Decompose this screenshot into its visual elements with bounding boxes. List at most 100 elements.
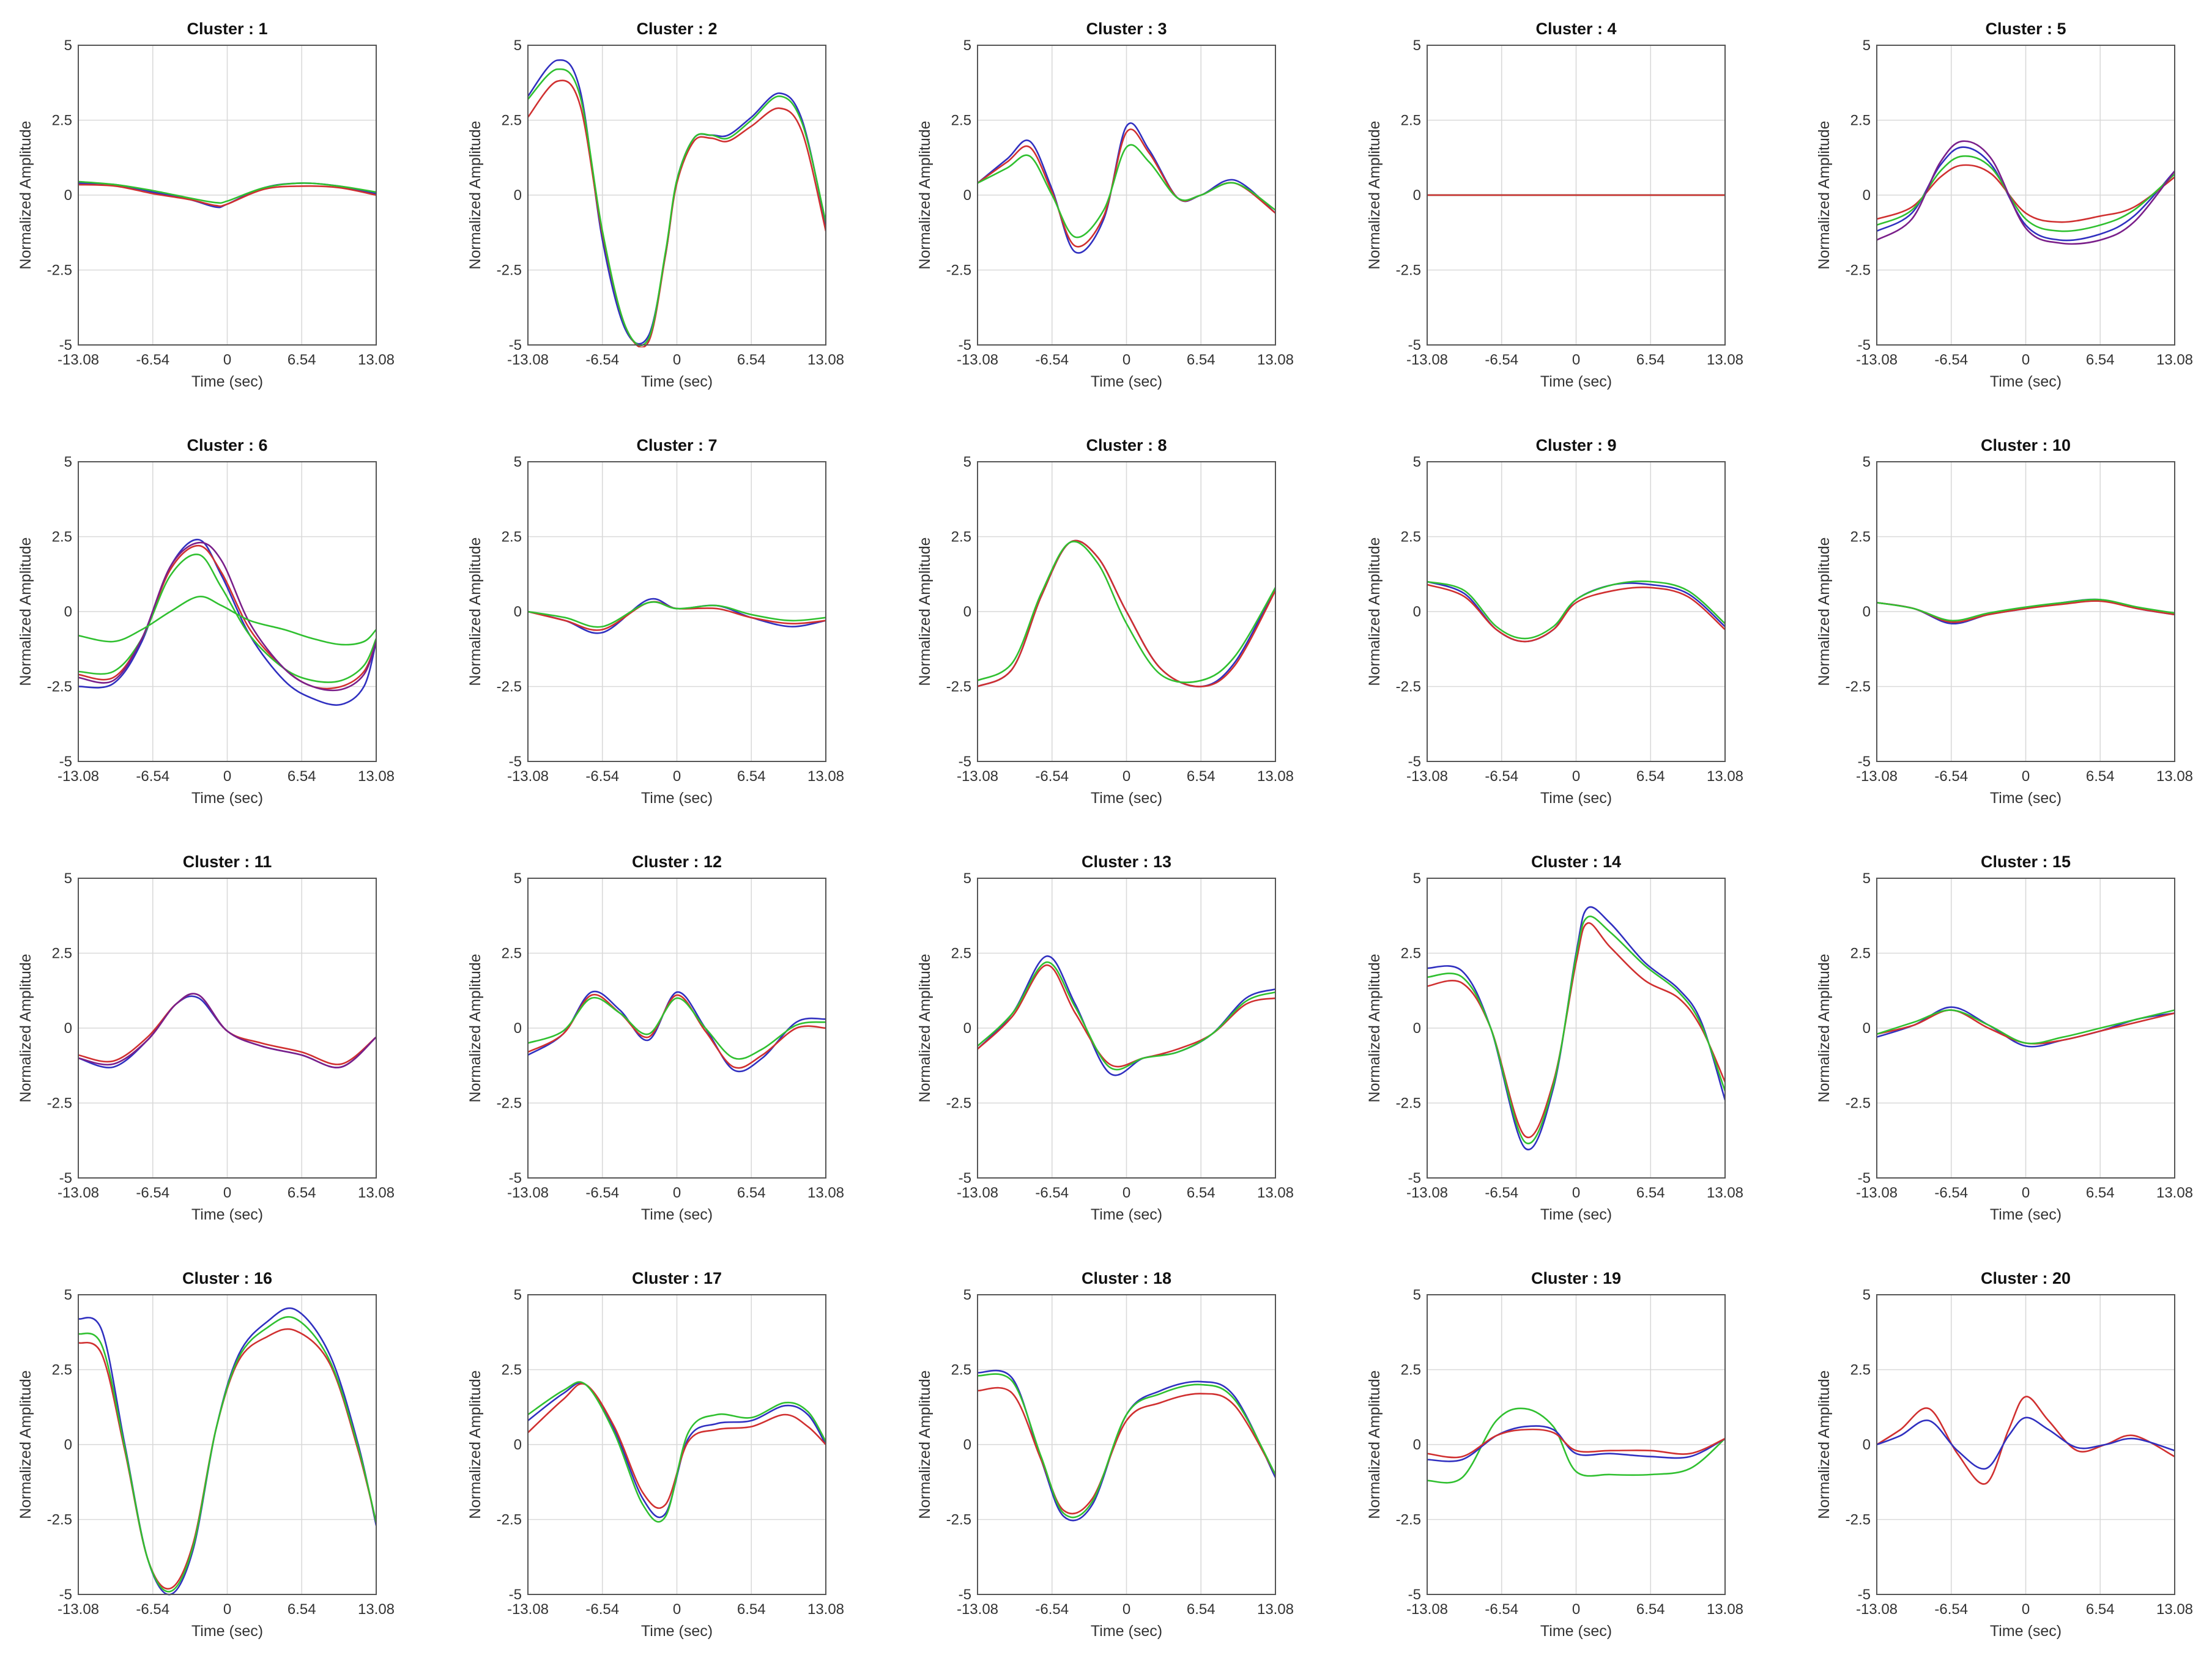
x-tick-label: -6.54 bbox=[1934, 1601, 1968, 1618]
x-tick-label: -6.54 bbox=[136, 1185, 169, 1201]
chart-title: Cluster : 1 bbox=[187, 20, 267, 38]
x-axis-label: Time (sec) bbox=[1990, 1623, 2062, 1640]
series-line-green bbox=[528, 68, 826, 347]
x-tick-label: 13.08 bbox=[1257, 1601, 1294, 1618]
y-axis-label: Normalized Amplitude bbox=[916, 1370, 933, 1519]
y-axis-label: Normalized Amplitude bbox=[1816, 537, 1833, 686]
chart-title: Cluster : 10 bbox=[1981, 436, 2071, 454]
series-line-green bbox=[528, 1381, 826, 1523]
y-tick-label: 5 bbox=[64, 1287, 72, 1303]
x-tick-label: -6.54 bbox=[1035, 768, 1069, 785]
x-tick-label: 0 bbox=[223, 1601, 231, 1618]
y-tick-label: 0 bbox=[963, 1437, 971, 1453]
y-tick-label: 5 bbox=[514, 454, 522, 470]
y-axis-label: Normalized Amplitude bbox=[916, 537, 933, 686]
x-tick-label: 0 bbox=[1572, 768, 1580, 785]
x-tick-label: 6.54 bbox=[288, 1185, 316, 1201]
y-axis-label: Normalized Amplitude bbox=[17, 953, 34, 1102]
x-axis-label: Time (sec) bbox=[1990, 373, 2062, 390]
x-tick-label: 6.54 bbox=[1187, 768, 1215, 785]
x-tick-label: 0 bbox=[223, 768, 231, 785]
y-tick-label: 2.5 bbox=[951, 946, 971, 962]
y-tick-label: -5 bbox=[59, 753, 72, 770]
y-tick-label: 2.5 bbox=[502, 946, 522, 962]
y-tick-label: 5 bbox=[64, 454, 72, 470]
y-tick-label: -2.5 bbox=[497, 1095, 522, 1112]
y-tick-label: -5 bbox=[959, 753, 971, 770]
series-line-green bbox=[1877, 1009, 2175, 1045]
cluster-panel-2: Cluster : 2 -13.08 -6.54 0 6.54 13.08 -5 -2.5 0 2… bbox=[450, 11, 899, 428]
x-tick-label: -13.08 bbox=[58, 1185, 99, 1201]
x-tick-label: -6.54 bbox=[1035, 352, 1069, 368]
series-line-red bbox=[1427, 583, 1725, 643]
x-tick-label: -6.54 bbox=[1035, 1185, 1069, 1201]
x-tick-label: 13.08 bbox=[1707, 768, 1743, 785]
x-tick-label: 0 bbox=[1123, 768, 1130, 785]
x-tick-label: 6.54 bbox=[2086, 768, 2115, 785]
x-tick-label: 13.08 bbox=[807, 1601, 844, 1618]
cluster-panel-20: Cluster : 20 -13.08 -6.54 0 6.54 13.08 -5 -2.5 0… bbox=[1798, 1261, 2212, 1677]
y-tick-label: 2.5 bbox=[1401, 113, 1421, 129]
y-tick-label: 0 bbox=[1863, 187, 1871, 204]
y-tick-label: -2.5 bbox=[1846, 1095, 1871, 1112]
x-tick-label: -6.54 bbox=[1485, 352, 1518, 368]
series-line-green bbox=[978, 541, 1275, 684]
cluster-chart-10: Cluster : 10 -13.08 -6.54 0 6.54 13.08 -5 -2.5 0… bbox=[1816, 436, 2193, 807]
chart-title: Cluster : 8 bbox=[1086, 436, 1167, 454]
x-tick-label: 6.54 bbox=[737, 352, 766, 368]
series-line-green bbox=[528, 601, 826, 628]
y-tick-label: -2.5 bbox=[946, 262, 971, 279]
y-tick-label: 0 bbox=[514, 604, 522, 620]
cluster-panel-1: Cluster : 1 -13.08 -6.54 0 6.54 13.08 -5 -2.5 0 2… bbox=[0, 11, 450, 428]
cluster-panel-12: Cluster : 12 -13.08 -6.54 0 6.54 13.08 -5 -2.5 0… bbox=[450, 844, 899, 1261]
y-tick-label: 5 bbox=[1413, 1287, 1421, 1303]
cluster-panel-6: Cluster : 6 -13.08 -6.54 0 6.54 13.08 -5 -2.5 0 2… bbox=[0, 428, 450, 844]
y-tick-label: 0 bbox=[1413, 1437, 1421, 1453]
cluster-panel-10: Cluster : 10 -13.08 -6.54 0 6.54 13.08 -5 -2.5 0… bbox=[1798, 428, 2212, 844]
y-tick-label: -2.5 bbox=[47, 1512, 72, 1528]
y-tick-label: 0 bbox=[1413, 1020, 1421, 1037]
y-tick-label: -2.5 bbox=[47, 1095, 72, 1112]
x-tick-label: -13.08 bbox=[1406, 1601, 1448, 1618]
x-tick-label: 6.54 bbox=[737, 768, 766, 785]
x-tick-label: -13.08 bbox=[957, 1601, 998, 1618]
cluster-chart-20: Cluster : 20 -13.08 -6.54 0 6.54 13.08 -5 -2.5 0… bbox=[1816, 1269, 2193, 1640]
y-tick-label: 0 bbox=[1413, 187, 1421, 204]
cluster-chart-3: Cluster : 3 -13.08 -6.54 0 6.54 13.08 -5 -2.5 0 2… bbox=[916, 20, 1294, 390]
x-tick-label: -13.08 bbox=[1856, 768, 1898, 785]
cluster-panel-4: Cluster : 4 -13.08 -6.54 0 6.54 13.08 -5 -2.5 0 2… bbox=[1349, 11, 1798, 428]
y-tick-label: 0 bbox=[963, 187, 971, 204]
y-tick-label: -2.5 bbox=[1396, 1095, 1421, 1112]
x-tick-label: 6.54 bbox=[288, 352, 316, 368]
y-axis-label: Normalized Amplitude bbox=[467, 120, 484, 269]
cluster-chart-6: Cluster : 6 -13.08 -6.54 0 6.54 13.08 -5 -2.5 0 2… bbox=[17, 436, 395, 807]
y-tick-label: 2.5 bbox=[1850, 1362, 1871, 1379]
y-tick-label: 5 bbox=[64, 37, 72, 54]
series-line-green bbox=[978, 144, 1275, 239]
x-tick-label: 0 bbox=[1572, 1601, 1580, 1618]
x-tick-label: 13.08 bbox=[1257, 768, 1294, 785]
chart-title: Cluster : 5 bbox=[1985, 20, 2066, 38]
y-tick-label: 2.5 bbox=[502, 113, 522, 129]
x-axis-label: Time (sec) bbox=[191, 373, 263, 390]
y-tick-label: 2.5 bbox=[1850, 946, 1871, 962]
chart-title: Cluster : 19 bbox=[1531, 1269, 1621, 1287]
chart-title: Cluster : 18 bbox=[1082, 1269, 1171, 1287]
cluster-panel-3: Cluster : 3 -13.08 -6.54 0 6.54 13.08 -5 -2.5 0 2… bbox=[899, 11, 1349, 428]
series-line-green bbox=[1427, 916, 1725, 1144]
y-tick-label: 0 bbox=[963, 1020, 971, 1037]
x-tick-label: 13.08 bbox=[2156, 1601, 2193, 1618]
x-tick-label: -13.08 bbox=[507, 1601, 549, 1618]
x-tick-label: -13.08 bbox=[957, 1185, 998, 1201]
cluster-chart-14: Cluster : 14 -13.08 -6.54 0 6.54 13.08 -5 -2.5 0… bbox=[1366, 853, 1743, 1223]
x-tick-label: -6.54 bbox=[136, 352, 169, 368]
chart-title: Cluster : 4 bbox=[1535, 20, 1616, 38]
y-tick-label: -2.5 bbox=[1396, 262, 1421, 279]
x-tick-label: 6.54 bbox=[737, 1601, 766, 1618]
x-tick-label: -6.54 bbox=[1485, 1185, 1518, 1201]
x-tick-label: 6.54 bbox=[288, 1601, 316, 1618]
cluster-chart-2: Cluster : 2 -13.08 -6.54 0 6.54 13.08 -5 -2.5 0 2… bbox=[467, 20, 844, 390]
y-tick-label: -2.5 bbox=[946, 1512, 971, 1528]
chart-title: Cluster : 3 bbox=[1086, 20, 1167, 38]
y-tick-label: -5 bbox=[1408, 1586, 1421, 1603]
